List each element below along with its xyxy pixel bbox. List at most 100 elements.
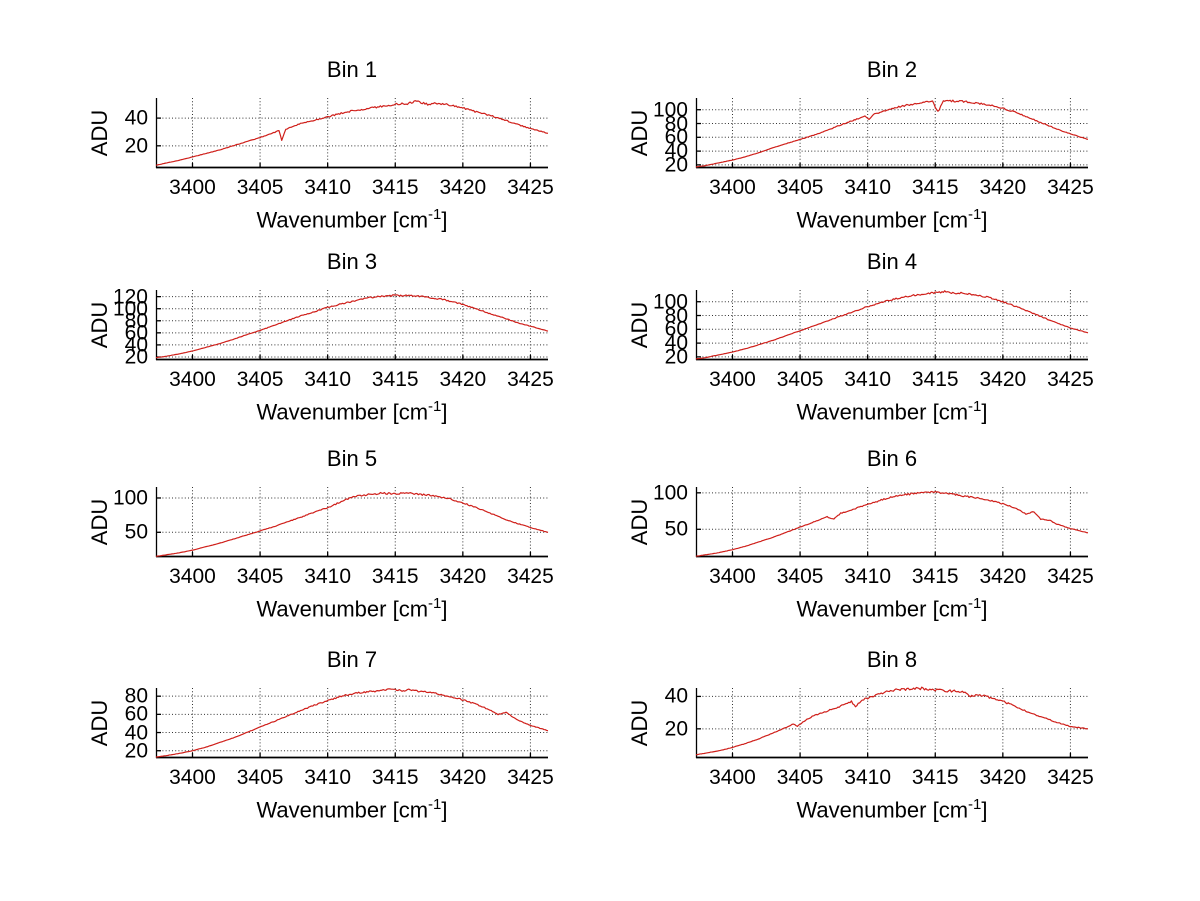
- y-tick-label: 40: [124, 333, 148, 357]
- subplot-bin-8: Bin 8 ADU 20 40 3400 3405 3410 3415 3420 3425 …: [627, 648, 1094, 823]
- subplot-title: Bin 1: [326, 57, 378, 82]
- x-axis-label-text: Wavenumber [cm: [256, 596, 429, 622]
- y-tick-label: 80: [124, 684, 148, 708]
- subplot-bin-2: Bin 2 ADU 20 40 60 80 100 3400 3405 3410 3415 34…: [627, 58, 1094, 233]
- y-tick-label: 100: [652, 481, 688, 505]
- x-tick-label: 3425: [507, 176, 554, 199]
- subplot-bin-3: Bin 3 ADU 20 40 60 80 100 120 3400 3405 3410 341…: [87, 250, 554, 425]
- x-tick-label: 3415: [371, 368, 419, 391]
- x-axis-label-close: ]: [981, 399, 988, 425]
- x-tick-label: 3420: [979, 176, 1027, 199]
- subplot-title: Bin 2: [866, 57, 918, 82]
- y-tick-label: 100: [112, 486, 148, 510]
- x-axis-label: Wavenumber [cm-1]: [156, 591, 548, 622]
- x-tick-label: 3400: [709, 368, 756, 391]
- y-tick-label: 20: [664, 153, 688, 177]
- subplot-title: Bin 8: [866, 647, 918, 672]
- y-tick-label: 40: [664, 331, 688, 355]
- x-tick-label: 3400: [169, 565, 216, 588]
- spectrum-line: [155, 294, 549, 359]
- x-tick-label: 3405: [236, 766, 284, 789]
- x-axis-label: Wavenumber [cm-1]: [156, 202, 548, 233]
- x-axis-label-exponent: -1: [428, 796, 442, 813]
- x-axis-label: Wavenumber [cm-1]: [156, 792, 548, 823]
- x-tick-label: 3410: [304, 368, 352, 391]
- x-tick-label: 3405: [776, 766, 824, 789]
- x-axis-label: Wavenumber [cm-1]: [696, 202, 1088, 233]
- x-tick-label: 3420: [439, 176, 487, 199]
- x-axis-label-text: Wavenumber [cm: [256, 797, 429, 823]
- x-axis-label-exponent: -1: [428, 398, 442, 415]
- spectrum-line: [155, 491, 549, 557]
- x-tick-label: 3420: [439, 368, 487, 391]
- y-tick-label: 100: [652, 290, 688, 314]
- x-axis-label-text: Wavenumber [cm: [256, 207, 429, 233]
- y-tick-label: 60: [124, 321, 148, 345]
- x-axis-label: Wavenumber [cm-1]: [696, 591, 1088, 622]
- x-tick-label: 3405: [776, 368, 824, 391]
- y-tick-label: 50: [664, 517, 688, 541]
- y-tick-label: 100: [652, 98, 688, 122]
- x-tick-label: 3410: [844, 766, 892, 789]
- x-tick-label: 3415: [911, 565, 959, 588]
- x-tick-label: 3425: [1047, 766, 1094, 789]
- x-tick-label: 3405: [776, 565, 824, 588]
- x-axis-label-exponent: -1: [968, 398, 982, 415]
- y-tick-label: 80: [664, 304, 688, 328]
- x-axis-label-exponent: -1: [968, 595, 982, 612]
- x-tick-label: 3415: [911, 766, 959, 789]
- spectrum-line: [155, 100, 549, 166]
- x-axis-label-text: Wavenumber [cm: [796, 797, 969, 823]
- y-tick-label: 60: [664, 317, 688, 341]
- x-axis-label-text: Wavenumber [cm: [796, 207, 969, 233]
- x-tick-label: 3410: [844, 368, 892, 391]
- y-tick-label: 40: [664, 139, 688, 163]
- x-axis-label-text: Wavenumber [cm: [256, 399, 429, 425]
- subplot-title: Bin 5: [326, 446, 378, 471]
- y-tick-label: 50: [124, 520, 148, 544]
- x-axis-label-close: ]: [441, 596, 448, 622]
- x-axis-label-exponent: -1: [428, 206, 442, 223]
- x-axis-label: Wavenumber [cm-1]: [696, 394, 1088, 425]
- x-axis-label-exponent: -1: [428, 595, 442, 612]
- spectrum-line: [695, 290, 1089, 360]
- subplot-title: Bin 3: [326, 249, 378, 274]
- y-tick-label: 20: [664, 717, 688, 741]
- x-axis-label-close: ]: [441, 797, 448, 823]
- x-tick-label: 3400: [169, 766, 216, 789]
- x-axis-label-text: Wavenumber [cm: [796, 399, 969, 425]
- subplot-bin-4: Bin 4 ADU 20 40 60 80 100 3400 3405 3410 3415 34…: [627, 250, 1094, 425]
- x-axis-label: Wavenumber [cm-1]: [696, 792, 1088, 823]
- x-tick-label: 3410: [304, 766, 352, 789]
- plot-area: [155, 290, 549, 361]
- x-tick-label: 3425: [1047, 176, 1094, 199]
- x-tick-label: 3410: [844, 176, 892, 199]
- x-tick-label: 3405: [236, 176, 284, 199]
- x-tick-label: 3425: [1047, 565, 1094, 588]
- x-tick-label: 3425: [507, 766, 554, 789]
- y-tick-label: 20: [124, 345, 148, 369]
- x-tick-label: 3415: [911, 368, 959, 391]
- spectrum-line: [695, 99, 1089, 168]
- x-tick-label: 3410: [304, 176, 352, 199]
- y-tick-label: 20: [664, 345, 688, 369]
- y-tick-label: 60: [664, 125, 688, 149]
- plot-area: [155, 487, 549, 558]
- y-tick-label: 80: [664, 112, 688, 136]
- subplot-bin-5: Bin 5 ADU 50 100 3400 3405 3410 3415 3420 3425…: [87, 447, 554, 622]
- plot-area: [695, 686, 1089, 759]
- plot-area: [155, 688, 549, 759]
- x-axis-label-exponent: -1: [968, 206, 982, 223]
- subplot-bin-6: Bin 6 ADU 50 100 3400 3405 3410 3415 3420 3425…: [627, 447, 1094, 622]
- x-axis-label: Wavenumber [cm-1]: [156, 394, 548, 425]
- x-tick-label: 3420: [439, 766, 487, 789]
- x-axis-label-close: ]: [441, 207, 448, 233]
- plot-area: [695, 290, 1089, 361]
- y-tick-label: 20: [124, 134, 148, 158]
- x-tick-label: 3425: [1047, 368, 1094, 391]
- x-axis-label-close: ]: [441, 399, 448, 425]
- x-tick-label: 3405: [236, 565, 284, 588]
- x-axis-label-close: ]: [981, 596, 988, 622]
- x-tick-label: 3400: [709, 176, 756, 199]
